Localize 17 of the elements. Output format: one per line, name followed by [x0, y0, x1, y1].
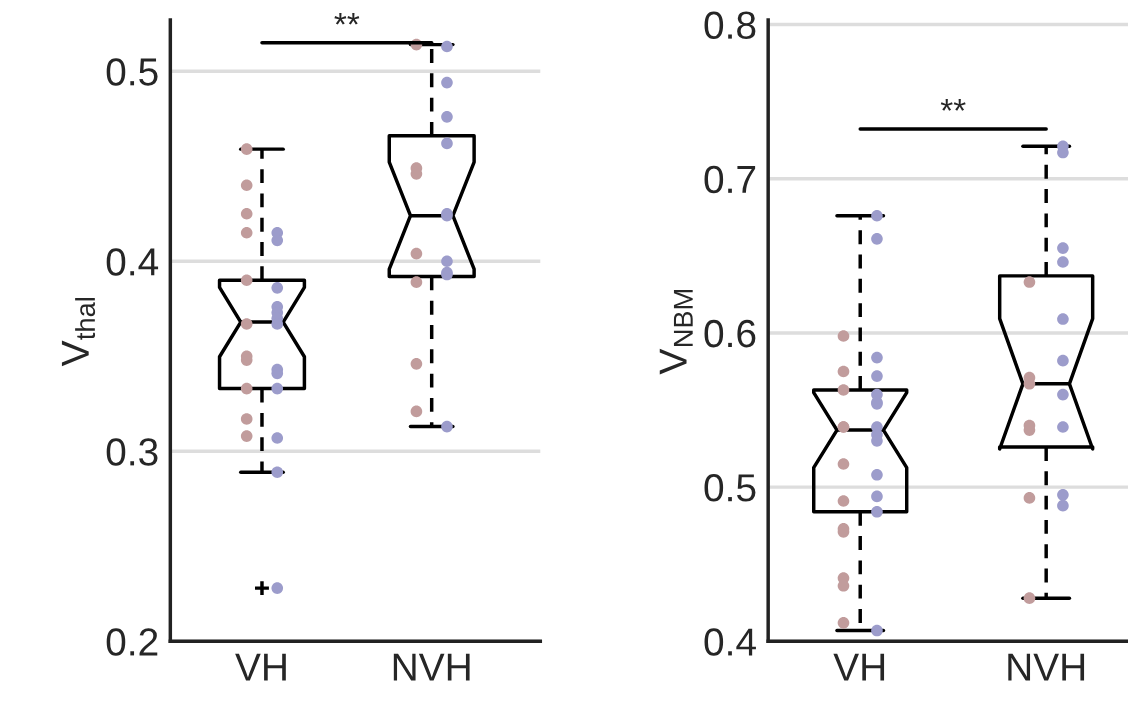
y-tick-label: 0.6: [704, 319, 756, 348]
y-tick-label: 0.4: [106, 248, 159, 276]
y-tick-label: 0.5: [106, 58, 158, 86]
y-tick-label: 0.5: [704, 474, 756, 502]
x-tick-label: VH: [235, 653, 286, 681]
x-tick-label: NVH: [393, 653, 470, 681]
x-tick-label: NVH: [1008, 653, 1085, 681]
y-tick-label: 0.4: [704, 628, 756, 656]
y-axis-title: V$_{NBM}$: [659, 290, 693, 375]
y-tick-label: 0.3: [106, 438, 158, 466]
annotation: **: [334, 12, 360, 25]
x-tick-label: VH: [833, 653, 885, 681]
y-tick-label: 0.7: [704, 165, 756, 194]
annotation: **: [940, 99, 966, 111]
y-tick-label: 0.8: [704, 11, 756, 40]
y-tick-label: 0.2: [106, 628, 158, 656]
y-axis-title: V$_{thal}$: [61, 298, 96, 367]
